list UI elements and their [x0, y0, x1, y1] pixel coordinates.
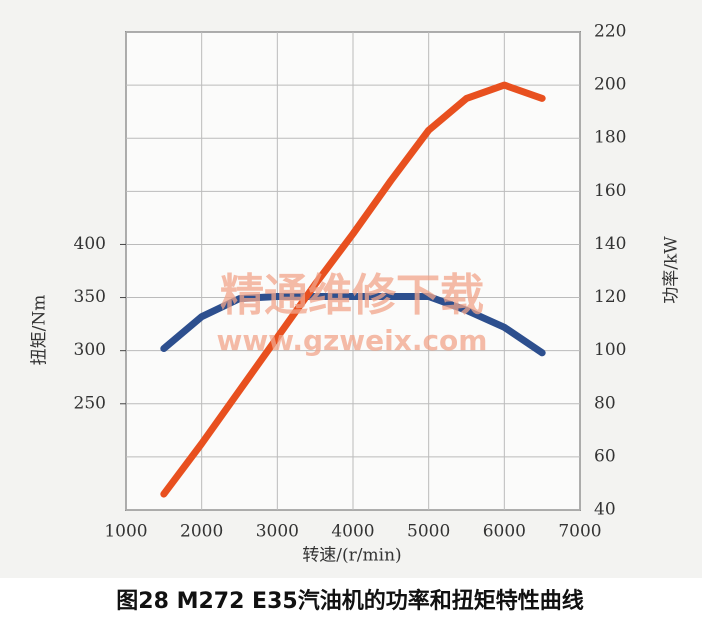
line-series: [160, 292, 546, 357]
y2-tick-label: 40: [594, 500, 616, 520]
x-tick-label: 5000: [407, 522, 450, 542]
watermark: 精通维修下载: [220, 270, 484, 321]
x-tick-label: 4000: [331, 522, 374, 542]
y2-tick-label: 200: [594, 75, 626, 95]
y-tick-label: 250: [74, 393, 106, 413]
y-tick-label: 400: [74, 234, 106, 254]
y2-tick-label: 160: [594, 181, 626, 201]
x-tick-label: 2000: [180, 522, 223, 542]
y-tick-label: 350: [74, 287, 106, 307]
y2-tick-label: 80: [594, 393, 616, 413]
y2-tick-label: 180: [594, 128, 626, 148]
y2-tick-label: 220: [594, 22, 626, 42]
y2-axis-label: 功率/kW: [662, 236, 682, 304]
x-tick-label: 1000: [104, 522, 147, 542]
chart-title: 图28 M272 E35汽油机的功率和扭矩特性曲线: [116, 588, 583, 614]
x-axis-label: 转速/(r/min): [302, 546, 401, 566]
y-axis-label: 扭矩/Nm: [30, 295, 50, 366]
y2-tick-label: 120: [594, 287, 626, 307]
watermark: www.gzweix.com: [217, 324, 488, 357]
x-tick-label: 3000: [256, 522, 299, 542]
y2-tick-label: 60: [594, 446, 616, 466]
caption-background: [0, 578, 702, 626]
line-series: [160, 81, 546, 498]
y2-tick-label: 140: [594, 234, 626, 254]
x-tick-label: 7000: [558, 522, 601, 542]
y-tick-label: 300: [74, 340, 106, 360]
x-tick-label: 6000: [483, 522, 526, 542]
y2-tick-label: 100: [594, 340, 626, 360]
